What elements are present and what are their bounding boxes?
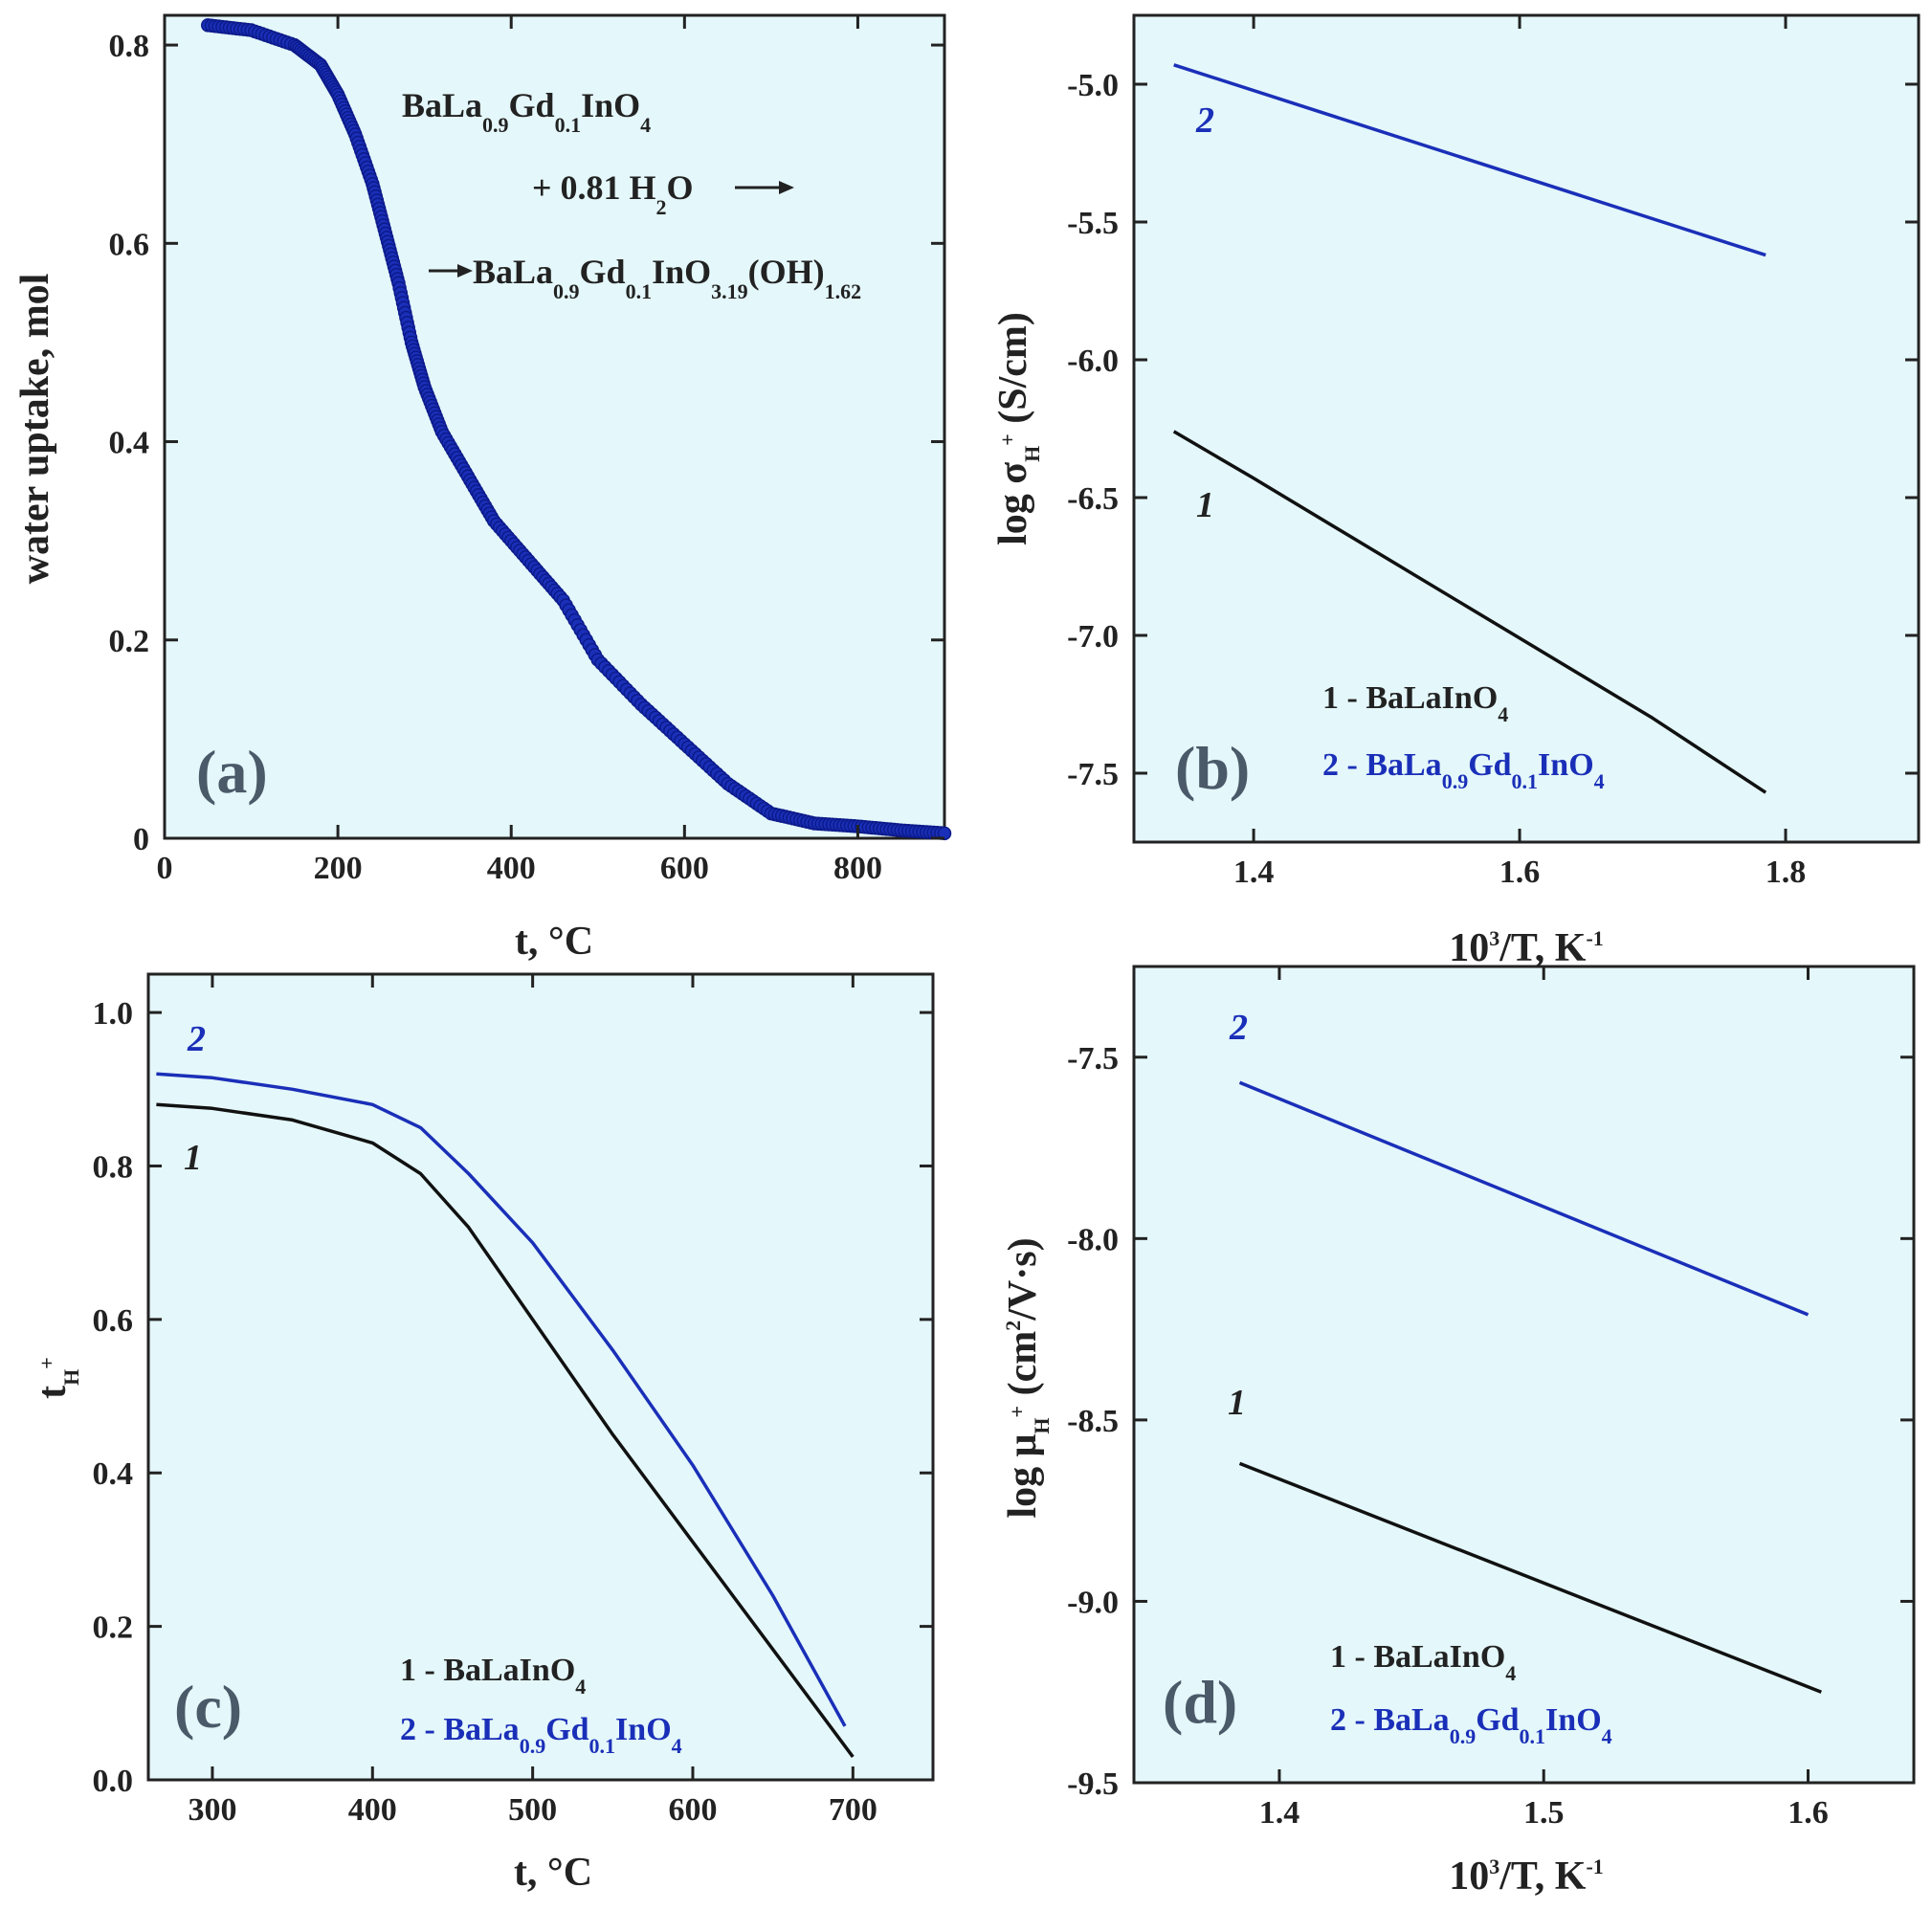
panel-a-reaction-annotation: BaLa0.9Gd0.1InO4 + 0.81 H2O BaLa0.9Gd0.1… bbox=[402, 86, 861, 303]
series-line-1 bbox=[156, 1102, 855, 1758]
y-tick-label: -9.0 bbox=[1067, 1585, 1119, 1620]
panel-d: 1.4 1.5 1.6 -7.5 -8.0 -8.5 -9.0 -9.5 (d) 2 1 1 … bbox=[1001, 965, 1916, 1899]
panel-b-legend-item-1: 1 - BaLaInO4 bbox=[1322, 680, 1508, 726]
x-tick-label: 600 bbox=[668, 1792, 717, 1828]
panel-a-x-axis-title: t, °C bbox=[515, 920, 593, 964]
y-tick-label: -6.5 bbox=[1067, 481, 1119, 517]
curve-label-2: 2 bbox=[1195, 100, 1214, 141]
y-tick-label: -7.5 bbox=[1067, 1041, 1119, 1077]
panel-d-ticks: 1.4 1.5 1.6 -7.5 -8.0 -8.5 -9.0 -9.5 bbox=[1067, 966, 1914, 1831]
panel-a-letter: (a) bbox=[196, 738, 268, 806]
y-tick-label: 0.8 bbox=[93, 1149, 134, 1185]
x-tick-label: 800 bbox=[833, 851, 882, 886]
x-tick-label: 1.6 bbox=[1788, 1795, 1829, 1831]
annotation-line-1: BaLa0.9Gd0.1InO4 bbox=[402, 86, 651, 137]
annotation-line-3: BaLa0.9Gd0.1InO3.19(OH)1.62 bbox=[473, 253, 861, 303]
series-line-2 bbox=[1173, 63, 1766, 257]
panel-d-y-axis-title: log μH+ (cm2/V·s) bbox=[1001, 1237, 1054, 1518]
curve-label-2: 2 bbox=[187, 1019, 206, 1059]
x-tick-label: 500 bbox=[508, 1792, 557, 1828]
panel-c-y-axis-title: tH+ bbox=[31, 1357, 83, 1399]
series-line-1 bbox=[1172, 430, 1767, 794]
y-tick-label: 0.4 bbox=[109, 426, 150, 461]
panel-c-x-axis-title: t, °C bbox=[514, 1851, 592, 1895]
panel-b-y-axis-title: log σH+ (S/cm) bbox=[991, 312, 1044, 545]
x-tick-label: 700 bbox=[829, 1792, 877, 1828]
series-line-1 bbox=[1238, 1461, 1822, 1694]
panel-b-ticks: 1.4 1.6 1.8 -5.0 -5.5 -6.0 -6.5 -7.0 -7.5 bbox=[1067, 15, 1919, 890]
y-tick-label: -7.5 bbox=[1067, 757, 1119, 792]
panel-a: 0 200 400 600 800 0 0.2 0.4 0.6 0.8 (a) t, °C wat… bbox=[13, 13, 952, 964]
annotation-arrow-2-head bbox=[457, 264, 473, 278]
panel-d-letter: (d) bbox=[1163, 1668, 1237, 1736]
panel-d-marks bbox=[1238, 1080, 1822, 1694]
y-tick-label: -8.5 bbox=[1067, 1404, 1119, 1439]
panel-b: 1.4 1.6 1.8 -5.0 -5.5 -6.0 -6.5 -7.0 -7.5 (b) 2 … bbox=[991, 13, 1921, 970]
panel-a-ticks: 0 200 400 600 800 0 0.2 0.4 0.6 0.8 bbox=[109, 15, 944, 886]
x-tick-label: 1.4 bbox=[1259, 1795, 1300, 1831]
panel-c: 300 400 500 600 700 0.0 0.2 0.4 0.6 0.8 1.0 (c) 2 … bbox=[31, 972, 935, 1895]
y-tick-label: 0.4 bbox=[93, 1456, 134, 1492]
x-tick-label: 400 bbox=[487, 851, 536, 886]
x-tick-label: 300 bbox=[188, 1792, 236, 1828]
x-tick-label: 1.4 bbox=[1233, 855, 1275, 890]
y-tick-label: 0.6 bbox=[109, 227, 150, 262]
panel-b-legend-item-2: 2 - BaLa0.9Gd0.1InO4 bbox=[1322, 747, 1605, 793]
y-tick-label: 0 bbox=[133, 822, 149, 857]
y-tick-label: -5.5 bbox=[1067, 206, 1119, 241]
y-tick-label: -7.0 bbox=[1067, 619, 1119, 655]
x-tick-label: 1.6 bbox=[1499, 855, 1541, 890]
x-tick-label: 1.5 bbox=[1523, 1795, 1565, 1831]
panel-c-marks bbox=[156, 1072, 855, 1758]
x-tick-label: 200 bbox=[314, 851, 363, 886]
series-line-2 bbox=[1238, 1080, 1810, 1317]
panel-a-y-axis-title: water uptake, mol bbox=[13, 274, 57, 585]
panel-d-legend-item-2: 2 - BaLa0.9Gd0.1InO4 bbox=[1330, 1702, 1612, 1748]
panel-a-marks bbox=[201, 18, 952, 841]
x-tick-label: 0 bbox=[157, 851, 173, 886]
y-tick-label: 1.0 bbox=[93, 996, 134, 1032]
x-tick-label: 400 bbox=[348, 1792, 397, 1828]
y-tick-label: -9.5 bbox=[1067, 1766, 1119, 1802]
y-tick-label: -6.0 bbox=[1067, 344, 1119, 379]
panel-b-letter: (b) bbox=[1175, 734, 1250, 802]
y-tick-label: 0.8 bbox=[109, 29, 150, 64]
curve-label-1: 1 bbox=[1196, 485, 1214, 525]
y-tick-label: 0.2 bbox=[109, 624, 150, 659]
x-tick-label: 600 bbox=[660, 851, 709, 886]
panel-d-x-axis-title: 103/T, K-1 bbox=[1449, 1854, 1604, 1899]
y-tick-label: 0.2 bbox=[93, 1610, 134, 1646]
y-tick-label: 0.6 bbox=[93, 1303, 134, 1339]
panel-c-legend-item-1: 1 - BaLaInO4 bbox=[400, 1653, 586, 1699]
y-tick-label: -8.0 bbox=[1067, 1222, 1119, 1257]
panel-b-plot-area bbox=[1132, 13, 1921, 844]
curve-label-2: 2 bbox=[1229, 1008, 1248, 1048]
panel-d-legend-item-1: 1 - BaLaInO4 bbox=[1330, 1639, 1516, 1685]
y-tick-label: 0.0 bbox=[93, 1764, 134, 1799]
curve-label-1: 1 bbox=[1228, 1383, 1246, 1423]
curve-label-1: 1 bbox=[184, 1138, 202, 1178]
panel-a-plot-area bbox=[163, 13, 946, 840]
series-line-2 bbox=[156, 1072, 847, 1727]
panel-b-marks bbox=[1172, 63, 1767, 794]
x-tick-label: 1.8 bbox=[1765, 855, 1807, 890]
annotation-arrow-1-head bbox=[779, 181, 794, 194]
y-tick-label: -5.0 bbox=[1067, 68, 1119, 103]
annotation-line-2: + 0.81 H2O bbox=[532, 168, 694, 219]
panel-b-x-axis-title: 103/T, K-1 bbox=[1449, 926, 1604, 970]
panel-c-ticks: 300 400 500 600 700 0.0 0.2 0.4 0.6 0.8 1.0 bbox=[93, 974, 933, 1828]
panel-c-letter: (c) bbox=[174, 1673, 242, 1741]
panel-d-plot-area bbox=[1132, 965, 1916, 1785]
panel-c-legend-item-2: 2 - BaLa0.9Gd0.1InO4 bbox=[400, 1712, 682, 1758]
